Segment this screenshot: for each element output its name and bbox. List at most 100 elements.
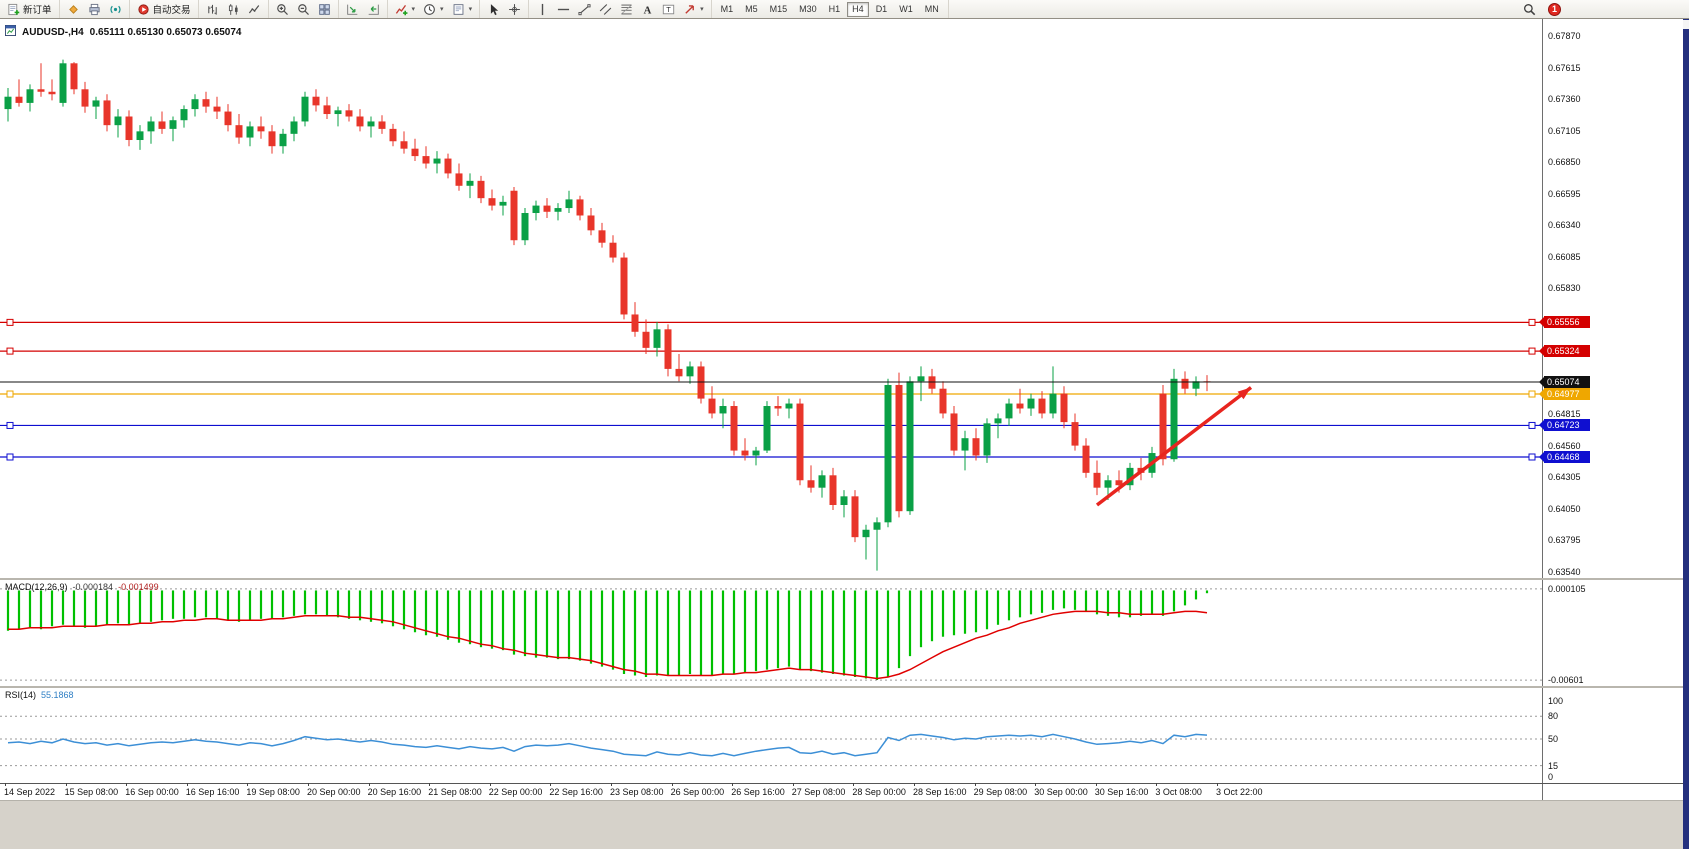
timeframe-h4[interactable]: H4 — [847, 1, 869, 17]
symbols-icon — [67, 3, 80, 16]
zoom-out-button[interactable] — [293, 1, 314, 18]
search-button[interactable] — [1519, 1, 1540, 18]
timeframe-m30[interactable]: M30 — [799, 4, 817, 14]
arrows-button-caret: ▾ — [700, 6, 704, 13]
time-axis: 14 Sep 2022 15 Sep 08:00 16 Sep 00:00 16 Se… — [0, 783, 1542, 800]
trendline-button[interactable] — [574, 1, 595, 18]
rsi-panel-canvas[interactable] — [0, 688, 1542, 783]
templates-button[interactable]: ▾ — [448, 1, 477, 18]
macd-panel-canvas[interactable] — [0, 580, 1542, 686]
new-order-button-label: 新订单 — [23, 5, 52, 16]
level-price-badge: 0.64977 — [1539, 388, 1590, 401]
timeframe-w1[interactable]: W1 — [899, 4, 913, 14]
tile-windows-icon — [318, 3, 331, 16]
time-label: 20 Sep 16:00 — [367, 787, 422, 797]
price-tick: 0.67360 — [1548, 94, 1581, 105]
alerts-badge[interactable]: 1 — [1548, 2, 1561, 16]
horizontal-line-button[interactable] — [553, 1, 574, 18]
price-tick: 0.65830 — [1548, 283, 1581, 294]
autotrading-icon — [137, 3, 150, 16]
line-chart-button[interactable] — [244, 1, 265, 18]
broadcast-button[interactable] — [105, 1, 126, 18]
periods-icon — [423, 3, 436, 16]
zoom-in-button[interactable] — [272, 1, 293, 18]
indicators-button[interactable]: ▾ — [391, 1, 420, 18]
timeframe-m5[interactable]: M5 — [745, 4, 758, 14]
print-button[interactable] — [84, 1, 105, 18]
zoom-out-icon — [297, 3, 310, 16]
templates-button-caret: ▾ — [468, 6, 473, 13]
price-axis: 0.67870 0.67615 0.67360 0.67105 0.66850 0.665… — [1539, 19, 1683, 800]
price-tick: 0.64560 — [1548, 440, 1581, 451]
candlestick-chart-button[interactable] — [223, 1, 244, 18]
timeframe-m1[interactable]: M1 — [720, 4, 734, 14]
cursor-button[interactable] — [483, 1, 504, 18]
price-tick: 0.63795 — [1548, 535, 1581, 546]
time-label: 30 Sep 16:00 — [1094, 787, 1149, 797]
time-label: 28 Sep 00:00 — [852, 787, 906, 797]
chart-symbol-period: AUDUSD-,H4 — [22, 26, 84, 38]
time-tick — [308, 783, 309, 786]
toolbar-group — [339, 0, 388, 18]
macd-panel-separator[interactable] — [0, 578, 1689, 580]
crosshair-button[interactable] — [504, 1, 525, 18]
text-button[interactable]: A — [637, 1, 658, 18]
scrollbar-top-button[interactable] — [1683, 20, 1689, 29]
symbols-button[interactable] — [63, 1, 84, 18]
price-tick: 0.66340 — [1548, 220, 1581, 231]
price-tick: 0.66595 — [1548, 188, 1581, 199]
arrows-button[interactable]: ▾ — [679, 1, 708, 18]
fibonacci-button[interactable] — [616, 1, 637, 18]
time-axis-line — [0, 783, 1683, 784]
time-label: 22 Sep 16:00 — [549, 787, 603, 797]
time-label: 22 Sep 00:00 — [488, 787, 543, 797]
vertical-line-button[interactable] — [532, 1, 553, 18]
toolbar-group — [199, 0, 269, 18]
time-label: 19 Sep 08:00 — [246, 787, 300, 797]
time-tick — [247, 783, 249, 786]
price-tick: 0.64815 — [1548, 409, 1581, 420]
new-order-button[interactable]: 新订单 — [3, 1, 56, 18]
text-label-button[interactable]: T — [658, 1, 679, 18]
rsi-axis-label: 50 — [1548, 734, 1559, 744]
tile-windows-button[interactable] — [314, 1, 335, 18]
time-label: 28 Sep 16:00 — [913, 787, 967, 797]
channel-button[interactable] — [595, 1, 616, 18]
time-label: 30 Sep 00:00 — [1034, 787, 1088, 797]
fibonacci-icon — [620, 3, 633, 16]
rsi-axis-label: 0 — [1548, 772, 1554, 782]
bar-chart-button[interactable] — [202, 1, 223, 18]
toolbar-group — [60, 0, 130, 18]
svg-text:T: T — [666, 4, 671, 13]
main-chart-canvas[interactable] — [0, 20, 1542, 578]
autotrading-button[interactable]: 自动交易 — [133, 1, 195, 18]
timeframe-h1[interactable]: H1 — [828, 4, 841, 14]
auto-scroll-button[interactable] — [342, 1, 363, 18]
level-price-badge: 0.64723 — [1539, 419, 1590, 432]
horizontal-line-icon — [557, 3, 570, 16]
macd-label: MACD(12,26,9) -0.000184 -0.001499 — [5, 582, 159, 592]
timeframe-m15[interactable]: M15 — [769, 4, 788, 14]
periods-button[interactable]: ▾ — [419, 1, 448, 18]
toolbar-group — [269, 0, 339, 18]
search-icon — [1523, 3, 1536, 16]
toolbar-group: 自动交易 — [130, 0, 199, 18]
toolbar: 新订单 自动交易 ▾ ▾ ▾ A T ▾ M1 M5 M15 M30 H1 H4 D1 W1 MN 1 — [0, 0, 1689, 19]
timeframe-mn[interactable]: MN — [924, 4, 939, 14]
vertical-scrollbar[interactable] — [1683, 19, 1689, 849]
indicators-icon — [395, 3, 408, 16]
time-tick — [186, 783, 188, 786]
vertical-line-icon — [536, 3, 549, 16]
rsi-axis-label: 100 — [1548, 696, 1564, 706]
bid-price-badge: 0.65074 — [1539, 376, 1590, 389]
toolbar-group: 新订单 — [0, 0, 60, 18]
timeframe-d1[interactable]: D1 — [875, 4, 888, 14]
chart-ohlc: 0.65111 0.65130 0.65073 0.65074 — [89, 26, 242, 38]
chart-shift-button[interactable] — [363, 1, 384, 18]
arrows-icon — [683, 3, 696, 16]
price-tick: 0.64305 — [1548, 472, 1581, 483]
time-label: 16 Sep 16:00 — [185, 787, 240, 797]
rsi-panel-separator[interactable] — [0, 686, 1689, 688]
zoom-in-icon — [276, 3, 289, 16]
